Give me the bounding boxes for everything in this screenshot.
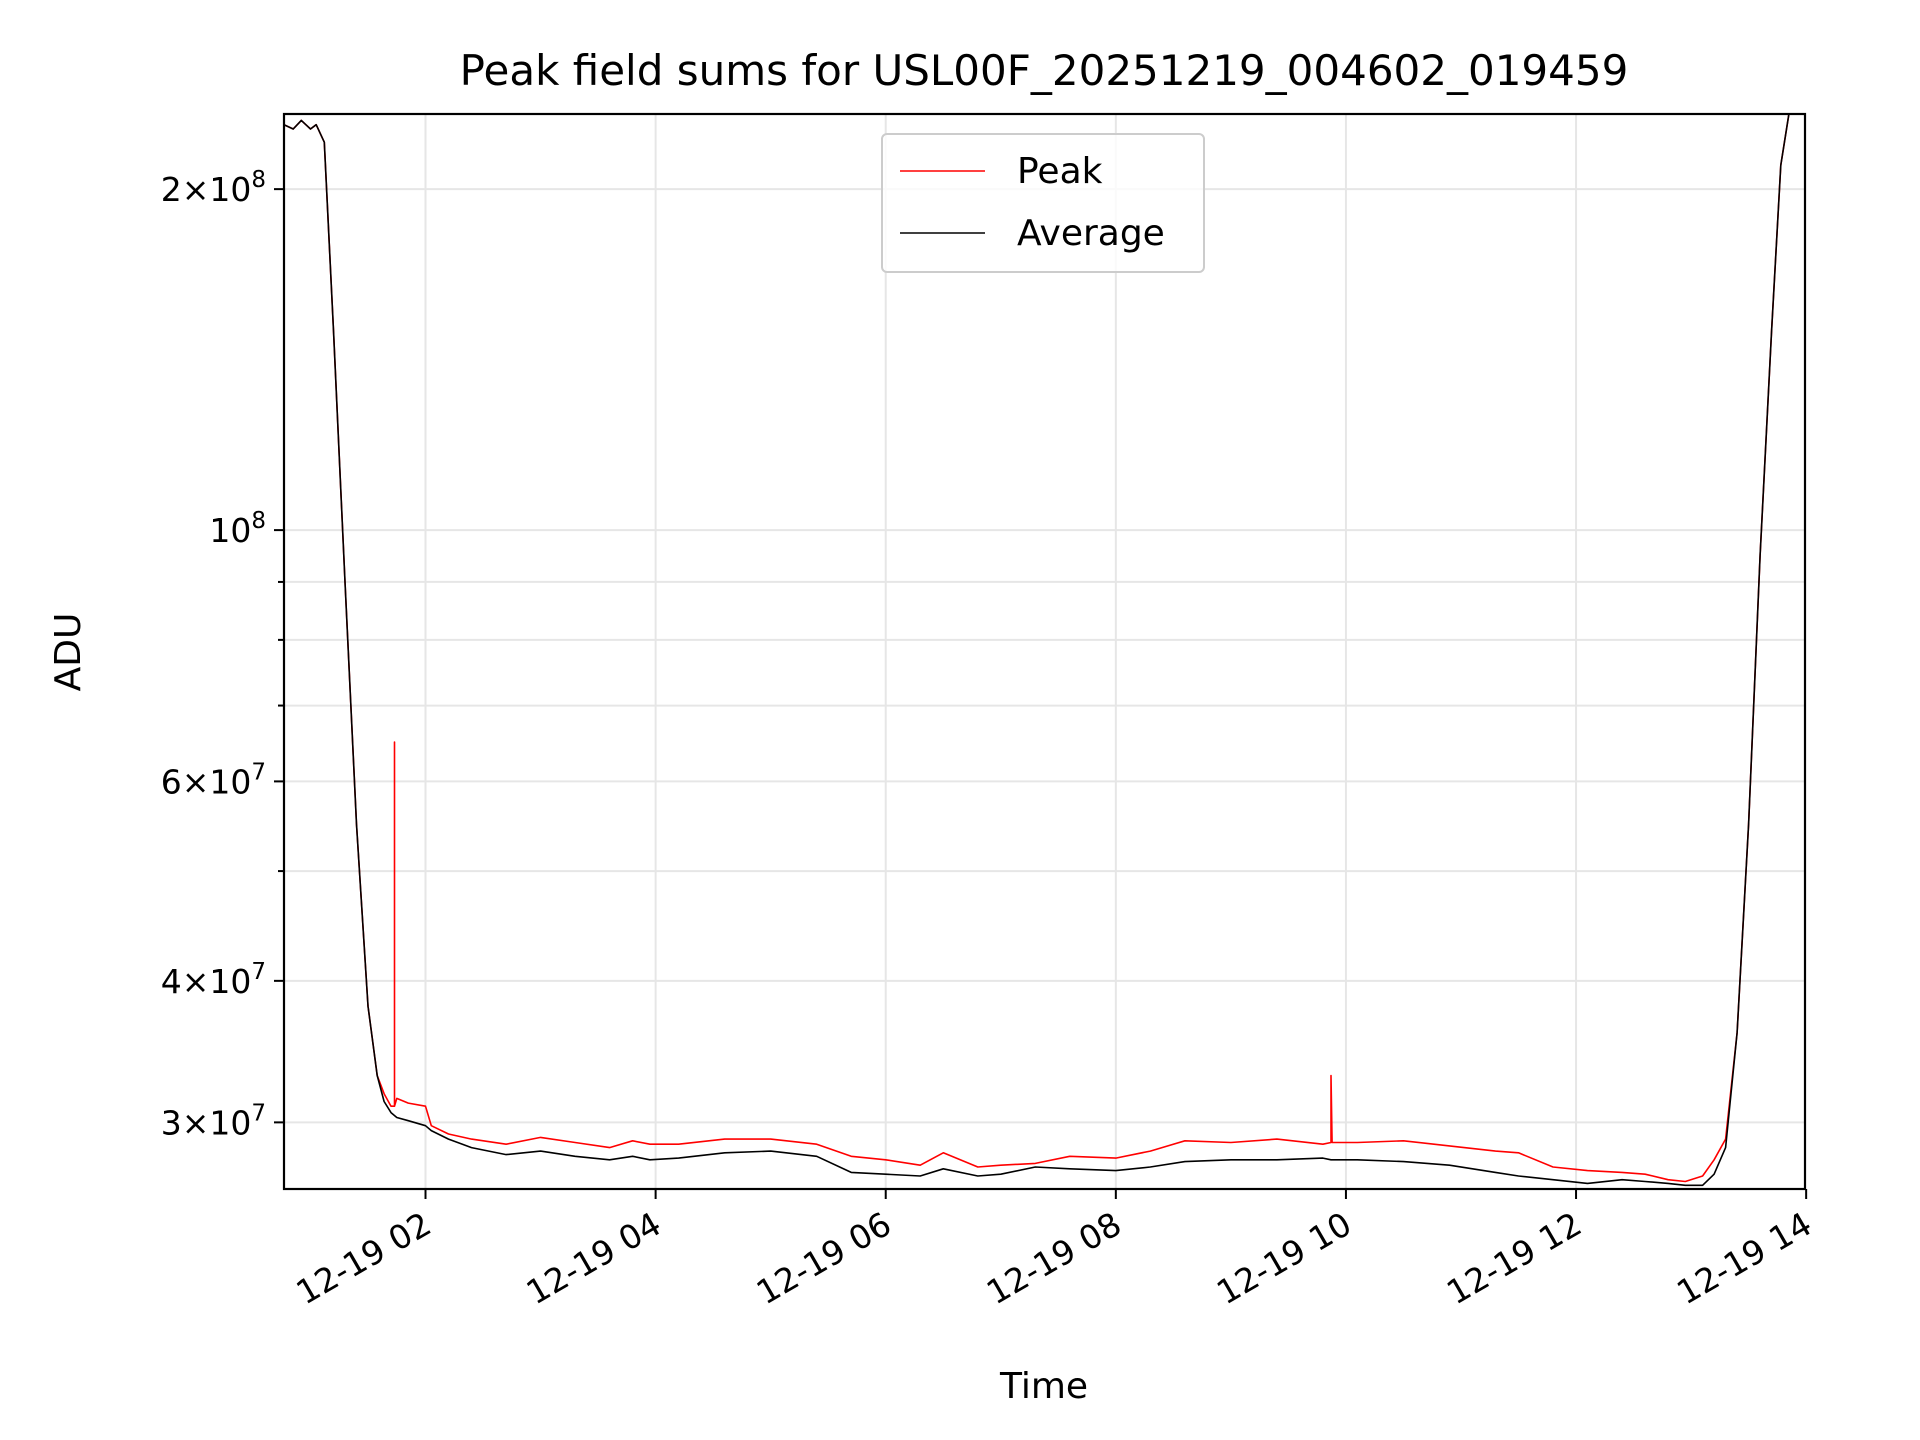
x-axis-label: Time xyxy=(999,1366,1088,1407)
legend-peak-label: Peak xyxy=(1017,151,1103,192)
legend-box xyxy=(881,133,1205,273)
y-tick-label: 6×107 xyxy=(161,759,266,801)
y-tick-label: 4×107 xyxy=(161,959,266,1001)
plot-frame xyxy=(282,112,1807,1191)
y-tick-label: 108 xyxy=(209,508,266,550)
y-tick-label: 3×107 xyxy=(161,1100,266,1142)
legend-average-label: Average xyxy=(1017,213,1165,254)
series-line-average xyxy=(284,114,1805,1187)
series-line-peak xyxy=(284,114,1805,1183)
series-layer xyxy=(284,114,1805,1187)
legend: Peak Average xyxy=(881,133,1205,273)
y-axis-label: ADU xyxy=(48,613,89,692)
y-axis: 2×108 108 6×107 4×107 3×107 xyxy=(161,167,284,1142)
y-tick-label: 2×108 xyxy=(161,167,266,209)
chart-title: Peak field sums for USL00F_20251219_0046… xyxy=(460,46,1629,95)
